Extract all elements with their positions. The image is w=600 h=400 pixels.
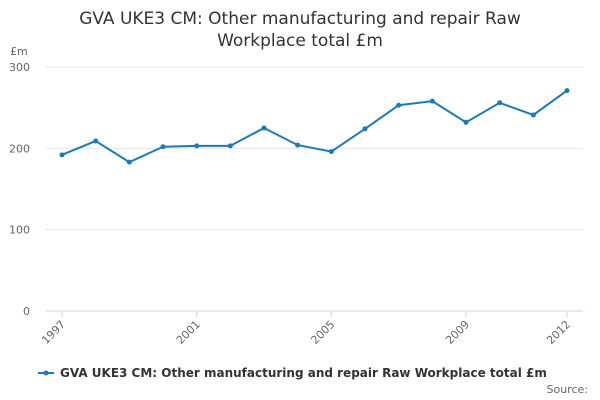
- chart-title: GVA UKE3 CM: Other manufacturing and rep…: [79, 9, 521, 51]
- y-tick-label: 300: [9, 61, 30, 74]
- y-axis-label: £m: [10, 45, 28, 58]
- x-tick-label: 2001: [174, 318, 203, 347]
- y-tick-label: 0: [23, 305, 30, 318]
- point: [328, 149, 334, 155]
- x-tick-label: 2012: [544, 318, 573, 347]
- line: [61, 89, 568, 164]
- legend-label: GVA UKE3 CM: Other manufacturing and rep…: [60, 366, 547, 380]
- point: [59, 152, 65, 158]
- point: [564, 88, 570, 94]
- y-tick-label: 200: [9, 142, 30, 155]
- point: [126, 159, 132, 165]
- point: [194, 143, 200, 149]
- legend-marker: [43, 370, 49, 376]
- x-tick-label: 2005: [308, 318, 337, 347]
- point: [295, 142, 301, 148]
- point: [160, 144, 166, 150]
- point: [429, 98, 435, 104]
- point: [261, 125, 267, 131]
- point: [463, 119, 469, 125]
- x-tick-label: 1997: [39, 318, 68, 347]
- point: [362, 126, 368, 132]
- point: [530, 112, 536, 118]
- point: [497, 100, 503, 106]
- y-tick-label: 100: [9, 224, 30, 237]
- point: [396, 102, 402, 108]
- source: Source:: [547, 383, 589, 396]
- x-tick-label: 2009: [443, 318, 472, 347]
- point: [93, 138, 99, 144]
- point: [227, 143, 233, 149]
